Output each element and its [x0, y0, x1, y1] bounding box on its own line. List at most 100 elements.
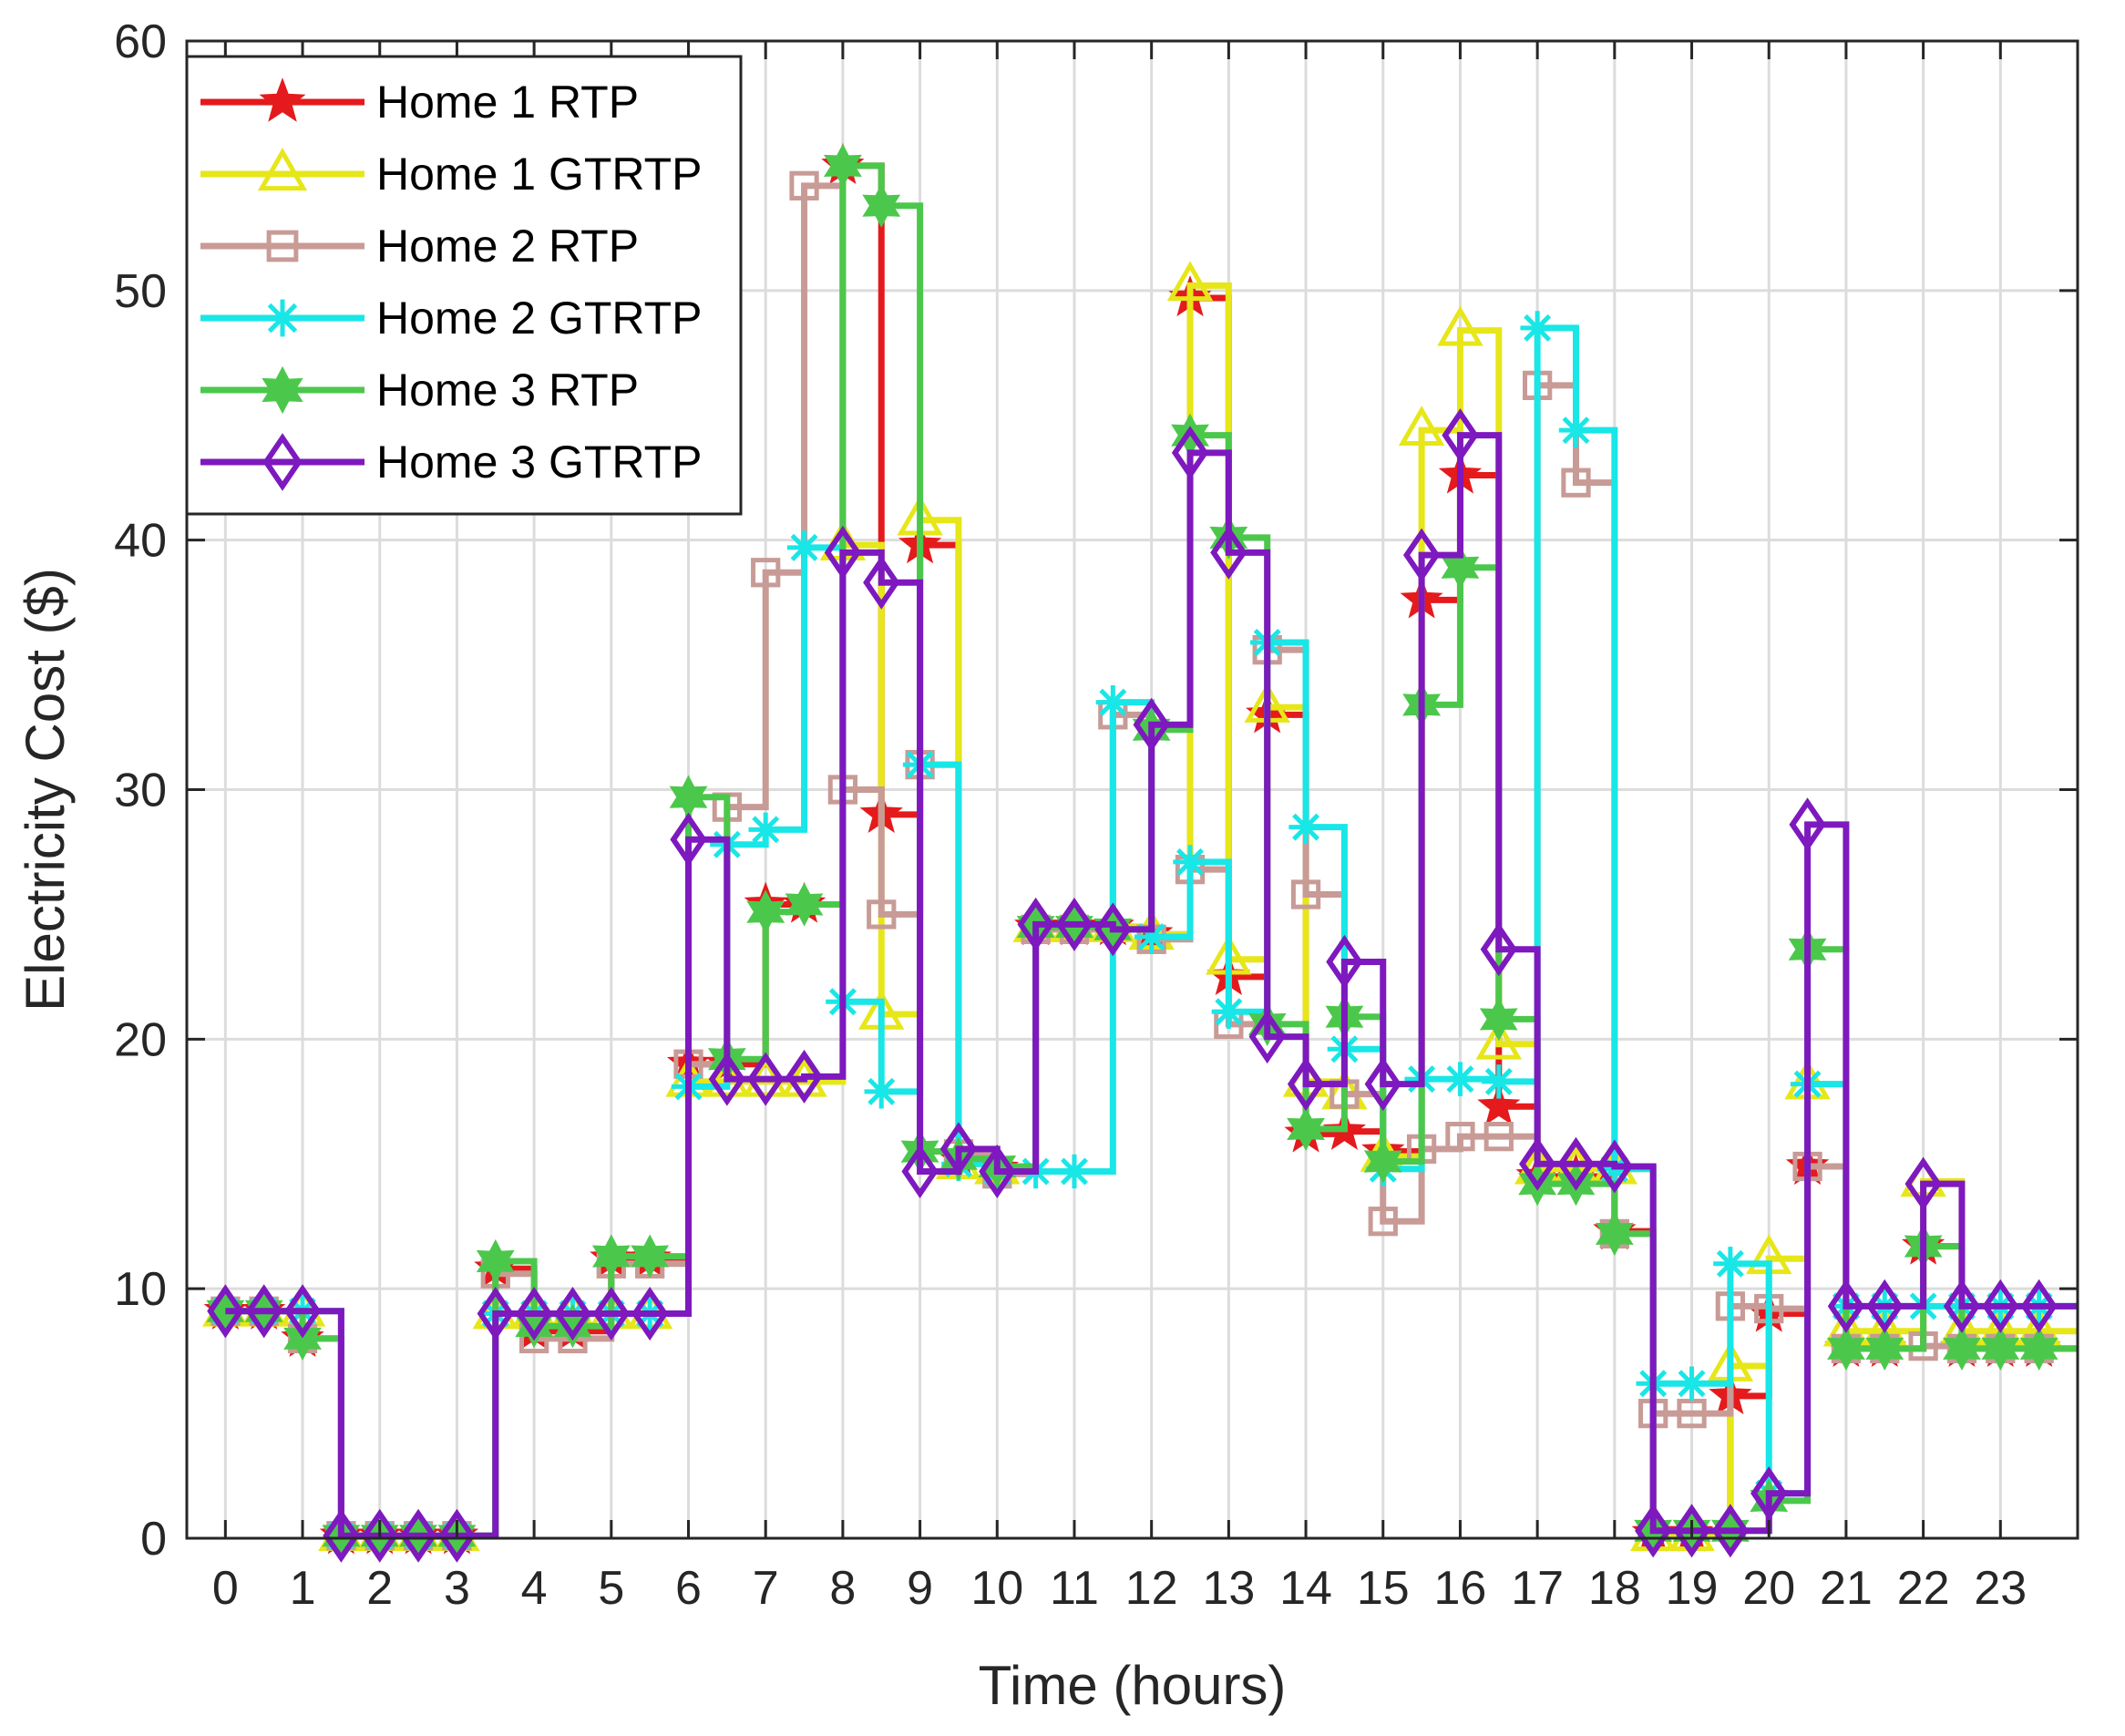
data-point [1287, 1106, 1325, 1152]
data-point [1171, 426, 1209, 480]
data-point [1402, 528, 1441, 582]
y-axis-label: Electricity Cost ($) [15, 568, 76, 1012]
legend-entry: Home 1 RTP [200, 77, 639, 128]
x-tick-label: 10 [970, 1562, 1023, 1615]
data-point [1673, 1504, 1710, 1558]
asterisk-stroke [1484, 1067, 1513, 1095]
data-point [1865, 1326, 1904, 1371]
asterisk-stroke [867, 1077, 896, 1105]
data-point [1477, 1084, 1521, 1125]
x-tick-label: 13 [1202, 1562, 1255, 1615]
x-tick-label: 19 [1666, 1562, 1719, 1615]
y-tick-label: 0 [140, 1513, 167, 1566]
data-point [1287, 1057, 1325, 1112]
data-point [1290, 879, 1321, 909]
x-tick-label: 22 [1897, 1562, 1950, 1615]
data-point [1475, 1019, 1523, 1060]
data-point [323, 1508, 360, 1563]
series-markers [207, 408, 2058, 1563]
data-point [283, 1284, 322, 1339]
legend-label: Home 3 GTRTP [376, 437, 703, 488]
data-point [670, 812, 707, 867]
legend-entry: Home 1 GTRTP [200, 147, 703, 200]
data-point [789, 170, 819, 200]
data-point [1442, 408, 1479, 463]
x-tick-label: 0 [212, 1562, 239, 1615]
x-tick-label: 12 [1125, 1562, 1178, 1615]
data-point [1981, 1326, 2020, 1371]
data-point [1866, 1279, 1904, 1333]
data-point [631, 1287, 669, 1341]
legend-entry: Home 2 RTP [200, 221, 639, 272]
data-point [1483, 1121, 1514, 1152]
data-point [2019, 1326, 2058, 1371]
data-point [631, 1234, 670, 1279]
data-point [1363, 1139, 1402, 1184]
data-point [1210, 525, 1247, 580]
data-point [1326, 934, 1363, 989]
data-point [1364, 1057, 1401, 1112]
data-point [399, 1508, 437, 1563]
data-point [1561, 467, 1591, 498]
x-tick-label: 11 [1050, 1562, 1099, 1615]
x-tick-label: 16 [1434, 1562, 1487, 1615]
ticks [187, 39, 2078, 1540]
legend-marker [266, 230, 299, 262]
data-point [1094, 902, 1132, 957]
asterisk-stroke [1562, 416, 1590, 445]
data-point [1173, 845, 1207, 879]
data-point [245, 1284, 282, 1339]
asterisk-stroke [1137, 923, 1165, 951]
y-tick-label: 40 [114, 515, 167, 568]
x-tick-label: 4 [521, 1562, 548, 1615]
asterisk-stroke [1678, 1370, 1706, 1398]
legend-label: Home 1 RTP [376, 77, 639, 128]
legend-marker [257, 147, 308, 191]
data-point [785, 1049, 823, 1104]
asterisk-stroke [1215, 998, 1243, 1026]
asterisk-stroke [1292, 813, 1320, 841]
asterisk-stroke [1716, 1249, 1744, 1278]
data-point [1442, 1062, 1478, 1096]
data-point [1711, 1504, 1750, 1558]
y-tick-label: 50 [114, 265, 167, 318]
data-point [438, 1508, 476, 1563]
data-point [1095, 684, 1131, 720]
y-tick-label: 10 [114, 1263, 167, 1316]
legend-marker [259, 77, 306, 122]
legend-label: Home 2 RTP [376, 221, 639, 272]
data-point [1398, 406, 1445, 446]
asterisk-stroke [790, 533, 818, 561]
data-point [901, 1144, 939, 1198]
data-point [476, 1238, 515, 1284]
legend-entry: Home 3 RTP [200, 365, 639, 416]
data-point [515, 1287, 553, 1341]
data-point [824, 525, 862, 580]
data-point [751, 558, 781, 588]
x-tick-label: 18 [1588, 1562, 1641, 1615]
legend-entry: Home 2 GTRTP [200, 293, 703, 344]
asterisk-stroke [267, 303, 298, 334]
data-point [1827, 1326, 1865, 1371]
data-point [747, 1052, 785, 1106]
data-point [1057, 1154, 1092, 1189]
data-point [1368, 1207, 1398, 1237]
x-tick-label: 20 [1742, 1562, 1795, 1615]
legend: Home 1 RTP Home 1 GTRTP Home 2 RTP Home 2 G… [185, 55, 743, 516]
x-tick-label: 5 [598, 1562, 624, 1615]
legend-box [185, 55, 743, 516]
x-axis-label: Time (hours) [979, 1655, 1287, 1716]
data-point [1943, 1279, 1981, 1333]
x-tick-label: 1 [290, 1562, 316, 1615]
data-point [1519, 1136, 1556, 1191]
data-point [1982, 1279, 2019, 1333]
data-point [1827, 1279, 1865, 1333]
x-tick-label: 17 [1511, 1562, 1564, 1615]
x-tick-label: 8 [829, 1562, 856, 1615]
data-point [1017, 897, 1054, 951]
data-point [748, 812, 783, 847]
x-tick-label: 15 [1357, 1562, 1410, 1615]
data-point [592, 1287, 630, 1341]
data-point [1133, 697, 1170, 752]
